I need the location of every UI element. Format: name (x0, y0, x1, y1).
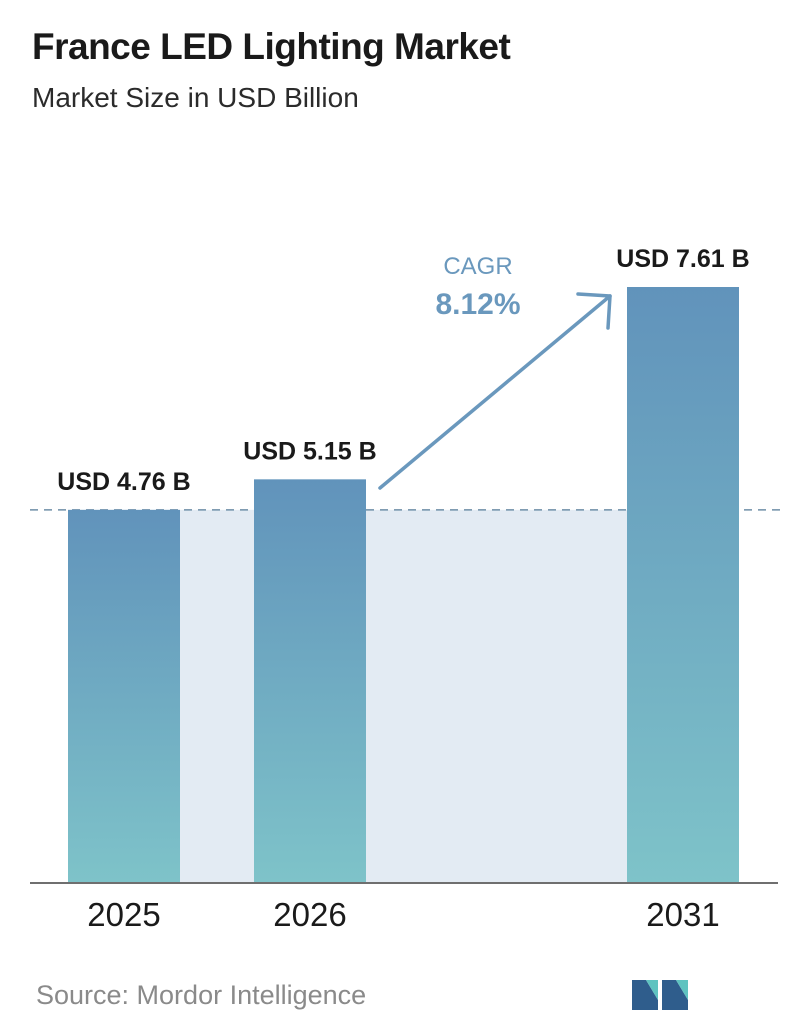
chart-subtitle: Market Size in USD Billion (32, 82, 359, 113)
cagr-value: 8.12% (435, 288, 520, 321)
band-1 (366, 509, 627, 882)
background-bands (180, 509, 627, 882)
bar-2026 (254, 479, 366, 882)
x-tick-labels-group: 2025 2026 2031 (87, 896, 719, 933)
cagr-label: CAGR (443, 253, 512, 280)
source-text: Source: Mordor Intelligence (36, 980, 367, 1010)
value-label-2026: USD 5.15 B (243, 437, 376, 465)
bar-2025 (68, 509, 180, 882)
value-labels-group: USD 4.76 B USD 5.15 B USD 7.61 B (57, 245, 749, 496)
tick-label-2031: 2031 (646, 896, 719, 933)
tick-label-2025: 2025 (87, 896, 160, 933)
value-label-2025: USD 4.76 B (57, 468, 190, 496)
value-label-2031: USD 7.61 B (616, 245, 749, 273)
cagr-arrow (378, 292, 612, 490)
chart-title: France LED Lighting Market (32, 26, 511, 67)
cagr-arrow-head (576, 292, 612, 330)
band-0 (180, 509, 254, 882)
tick-label-2026: 2026 (273, 896, 346, 933)
bar-2031 (627, 287, 739, 882)
cagr-arrow-shaft (378, 294, 612, 490)
bars-group (68, 287, 739, 882)
mordor-intelligence-logo-icon (632, 980, 688, 1010)
